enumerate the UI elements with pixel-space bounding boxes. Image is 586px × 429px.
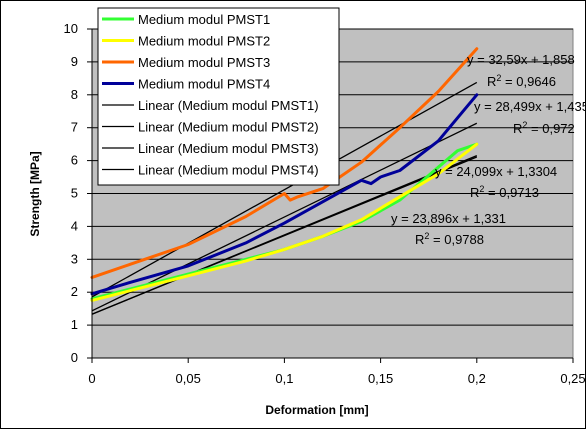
r-symbol: R xyxy=(415,232,424,247)
trendline xyxy=(91,122,478,312)
legend-label: Linear (Medium modul PMST2) xyxy=(138,120,319,135)
trendline-equation: y = 32,59x + 1,858 xyxy=(467,52,575,67)
x-tick-label: 0,15 xyxy=(368,371,393,386)
legend-label: Medium modul PMST1 xyxy=(138,12,270,27)
r-squared-label: R2 = 0,9713 xyxy=(470,184,539,200)
trendline xyxy=(91,156,478,315)
x-tick-label: 0,2 xyxy=(468,371,486,386)
r-superscript: 2 xyxy=(479,184,484,194)
y-tick-label: 10 xyxy=(64,21,78,36)
y-tick-labels: 0 1 2 3 4 5 6 7 8 9 10 xyxy=(64,21,92,365)
y-tick-label: 8 xyxy=(71,87,78,102)
r-symbol: R xyxy=(487,74,496,89)
r-symbol: R xyxy=(470,185,479,200)
y-tick-label: 4 xyxy=(71,218,78,233)
r-squared-label: R2 = 0,9788 xyxy=(415,231,484,247)
trendline xyxy=(91,81,478,298)
series-line xyxy=(90,142,479,302)
y-tick-label: 6 xyxy=(71,153,78,168)
y-tick-label: 5 xyxy=(71,186,78,201)
y-tick-label: 3 xyxy=(71,251,78,266)
r-symbol: R xyxy=(513,121,522,136)
y-tick-label: 2 xyxy=(71,284,78,299)
legend-label: Linear (Medium modul PMST3) xyxy=(138,141,319,156)
r-squared-value: = 0,9713 xyxy=(484,185,539,200)
trendlines xyxy=(91,81,478,315)
y-tick-label: 0 xyxy=(71,350,78,365)
y-tick-label: 9 xyxy=(71,54,78,69)
legend-label: Medium modul PMST4 xyxy=(138,77,270,92)
series-line xyxy=(90,47,479,279)
r-squared-label: R2 = 0,9646 xyxy=(487,73,556,89)
x-tick-label: 0,25 xyxy=(560,371,585,386)
legend: Medium modul PMST1 Medium modul PMST2 Medi… xyxy=(97,7,340,186)
trendline-equation: y = 24,099x + 1,3304 xyxy=(435,164,557,179)
data-series xyxy=(90,47,479,302)
x-tick-label: 0,1 xyxy=(275,371,293,386)
legend-label: Linear (Medium modul PMST1) xyxy=(138,98,319,113)
series-line xyxy=(90,93,479,296)
x-tick-labels: 0 0,05 0,1 0,15 0,2 0,25 xyxy=(88,358,585,386)
x-tick-label: 0 xyxy=(88,371,95,386)
trendline-equation: y = 28,499x + 1,4352 xyxy=(474,99,585,114)
x-tick-label: 0,05 xyxy=(176,371,201,386)
trendline-equation: y = 23,896x + 1,331 xyxy=(391,211,506,226)
r-superscript: 2 xyxy=(496,73,501,83)
y-tick-label: 1 xyxy=(71,317,78,332)
legend-box xyxy=(97,7,340,186)
r-superscript: 2 xyxy=(522,120,527,130)
r-squared-value: = 0,972 xyxy=(527,121,574,136)
legend-label: Medium modul PMST2 xyxy=(138,34,270,49)
legend-label: Medium modul PMST3 xyxy=(138,55,270,70)
r-squared-value: = 0,9788 xyxy=(429,232,484,247)
r-superscript: 2 xyxy=(424,231,429,241)
y-tick-label: 7 xyxy=(71,120,78,135)
r-squared-value: = 0,9646 xyxy=(501,74,556,89)
legend-label: Linear (Medium modul PMST4) xyxy=(138,163,319,178)
x-axis-title: Deformation [mm] xyxy=(265,403,368,417)
y-axis-title: Strength [MPa] xyxy=(28,151,42,236)
r-squared-label: R2 = 0,972 xyxy=(513,120,575,136)
